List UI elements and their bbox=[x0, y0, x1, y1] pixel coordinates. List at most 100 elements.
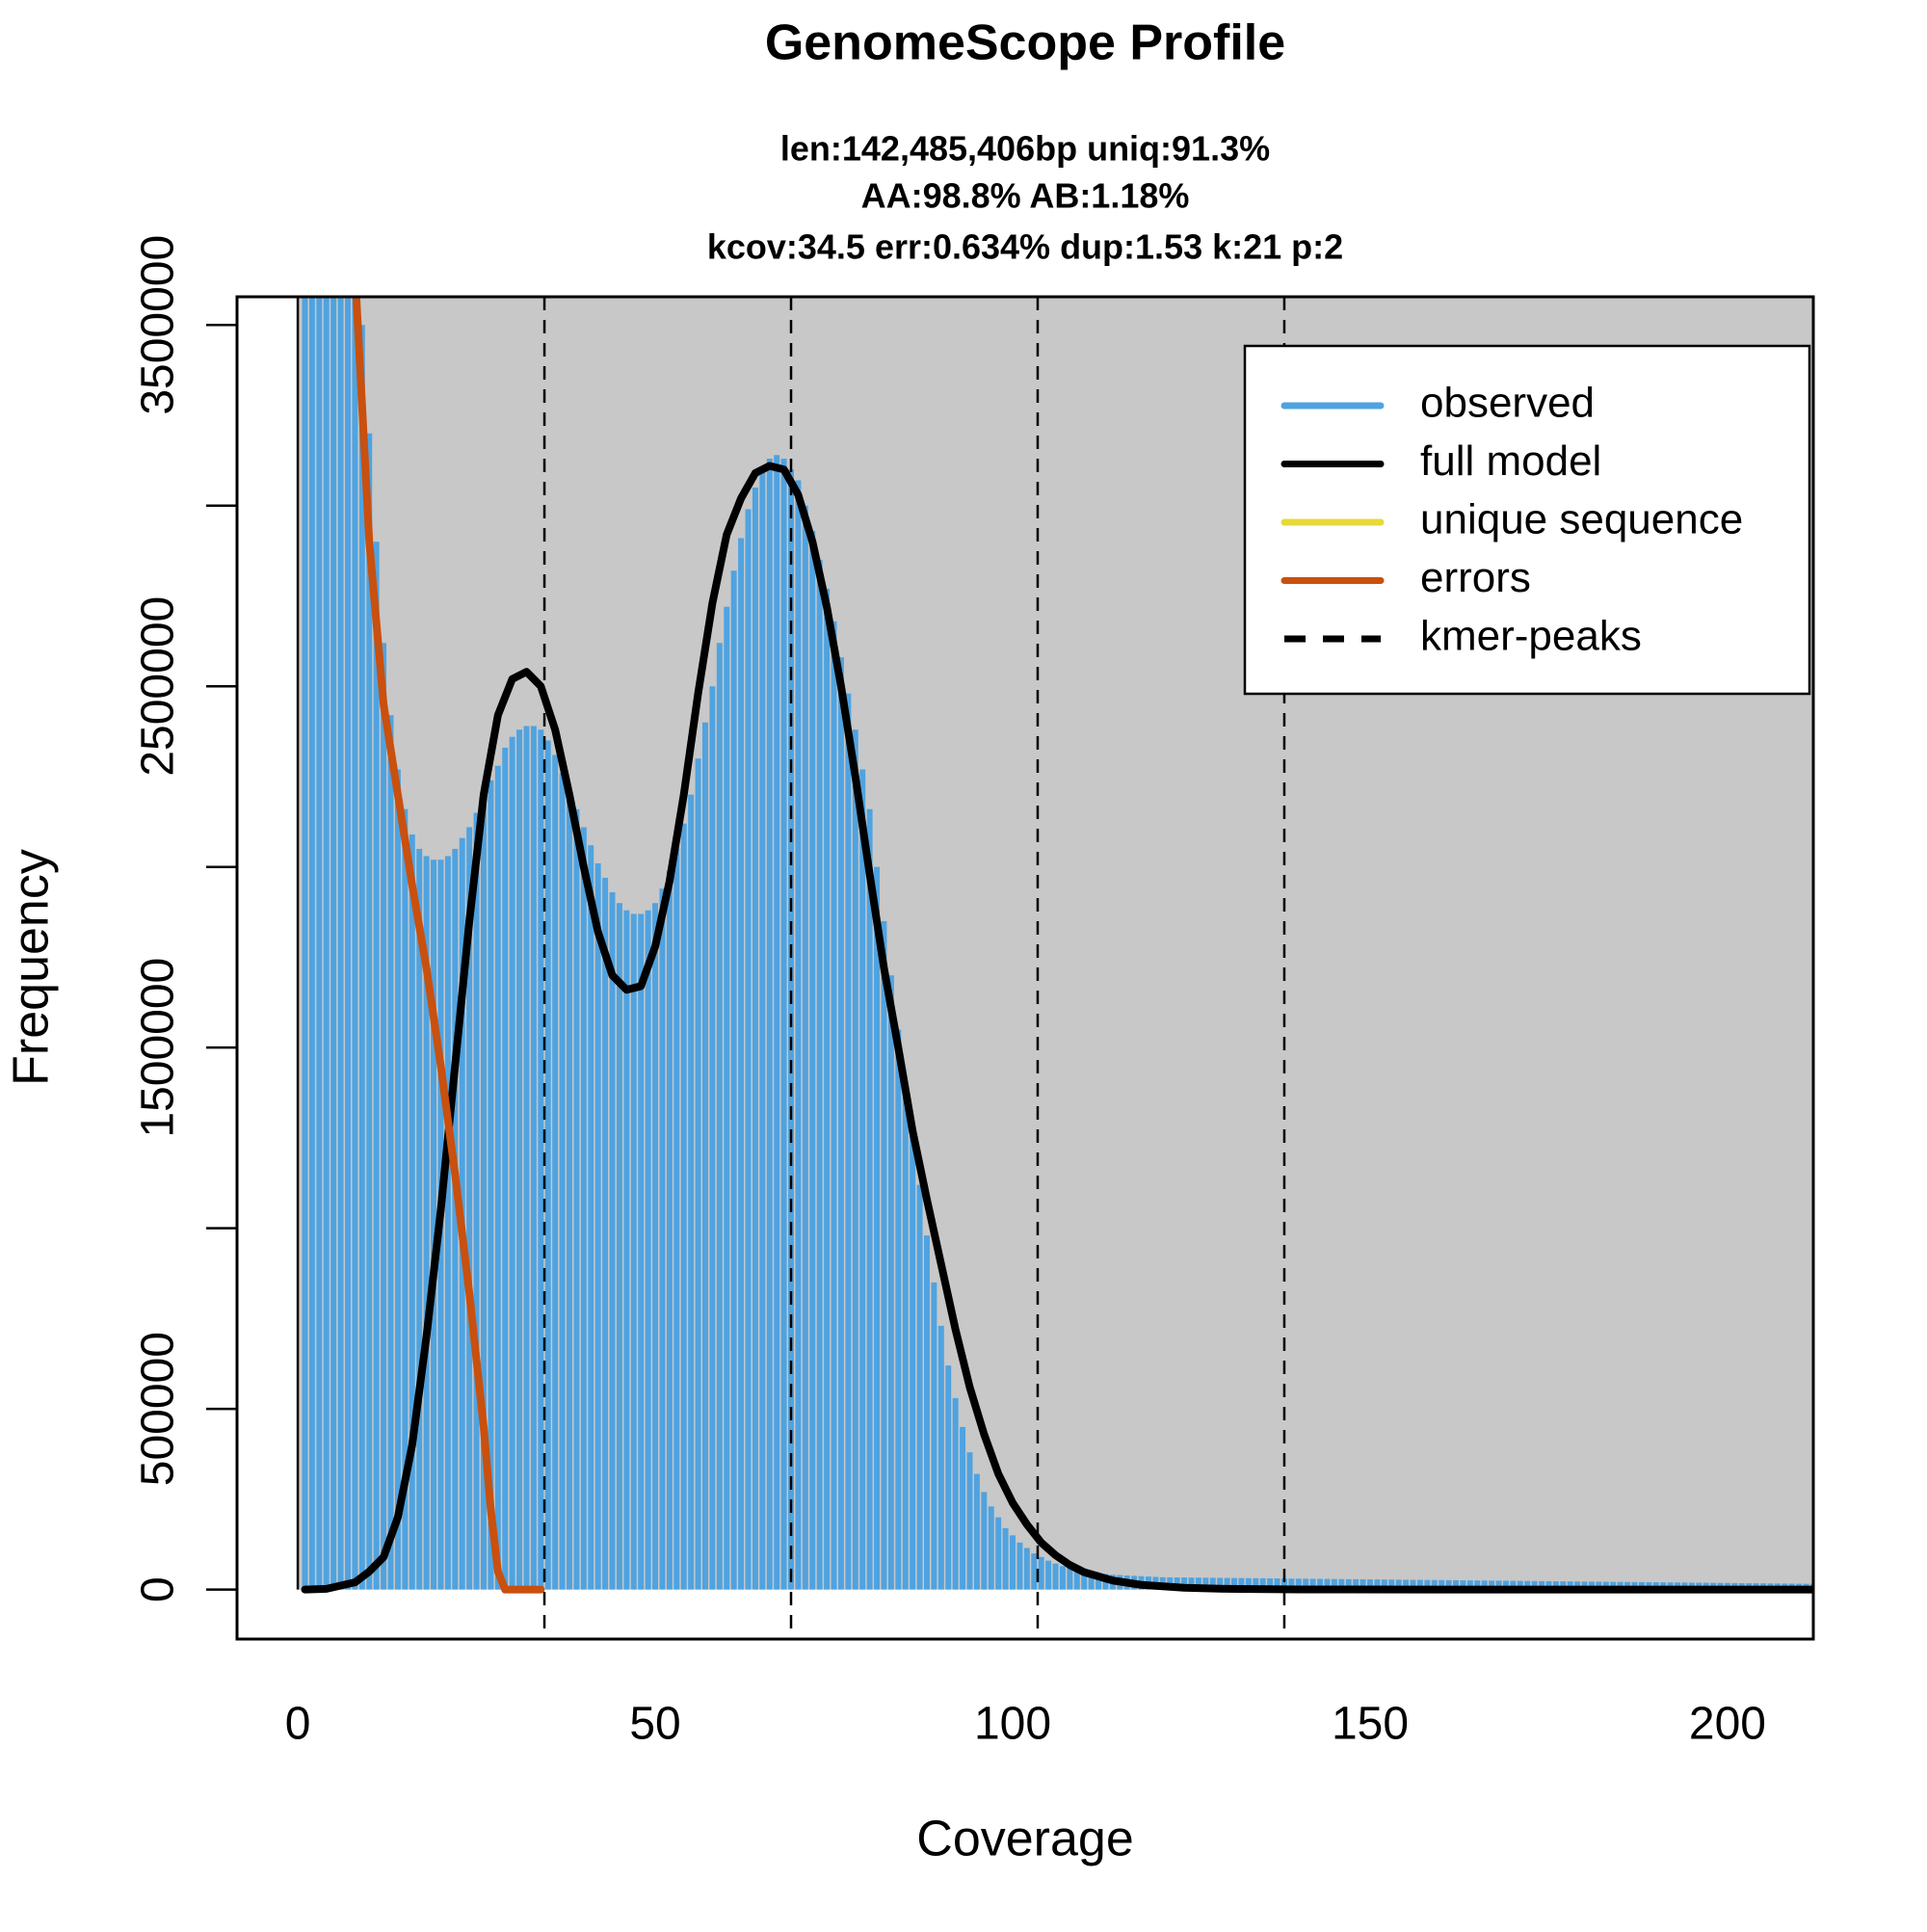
bar bbox=[423, 856, 430, 1590]
bar bbox=[552, 754, 559, 1590]
bar bbox=[452, 848, 459, 1590]
bar bbox=[1589, 1581, 1595, 1590]
legend-label: kmer-peaks bbox=[1420, 613, 1642, 660]
bar bbox=[716, 643, 723, 1590]
bar bbox=[373, 542, 380, 1590]
bar bbox=[1502, 1580, 1509, 1590]
bar bbox=[1574, 1581, 1581, 1590]
bar bbox=[580, 827, 587, 1590]
bar bbox=[788, 469, 794, 1590]
bar bbox=[1460, 1580, 1466, 1590]
legend-label: unique sequence bbox=[1420, 496, 1743, 543]
bar bbox=[1510, 1580, 1517, 1590]
bar bbox=[1031, 1553, 1038, 1590]
bar bbox=[1188, 1577, 1195, 1590]
bar bbox=[766, 458, 773, 1590]
bar bbox=[845, 693, 852, 1590]
bar bbox=[774, 455, 780, 1590]
bar bbox=[523, 726, 530, 1590]
bar bbox=[724, 606, 730, 1590]
bar bbox=[1495, 1580, 1502, 1590]
bar bbox=[330, 297, 337, 1590]
bar bbox=[759, 469, 766, 1590]
bar bbox=[402, 808, 409, 1590]
bar bbox=[1552, 1581, 1559, 1590]
bar bbox=[910, 1134, 916, 1590]
bar bbox=[623, 910, 630, 1590]
bar bbox=[1453, 1579, 1459, 1590]
bar bbox=[1267, 1578, 1274, 1590]
bar bbox=[630, 913, 637, 1590]
bar bbox=[1610, 1581, 1617, 1590]
bar bbox=[1403, 1579, 1410, 1590]
bar bbox=[981, 1492, 988, 1590]
bar bbox=[1253, 1577, 1259, 1590]
bar bbox=[673, 848, 680, 1590]
bar bbox=[937, 1325, 944, 1590]
bar bbox=[1474, 1580, 1481, 1590]
bar bbox=[1224, 1577, 1230, 1590]
bar bbox=[1217, 1577, 1224, 1590]
bar bbox=[924, 1235, 930, 1590]
plot-frame bbox=[235, 295, 1815, 1641]
bar bbox=[494, 765, 501, 1590]
bar bbox=[709, 686, 716, 1590]
bar bbox=[366, 433, 373, 1590]
legend-label: observed bbox=[1420, 380, 1595, 427]
y-tick-label: 500000 bbox=[133, 1332, 184, 1486]
bar bbox=[573, 808, 580, 1590]
bar bbox=[1338, 1578, 1345, 1590]
bar bbox=[602, 877, 609, 1590]
bar bbox=[302, 297, 308, 1590]
bar bbox=[995, 1517, 1002, 1590]
bar bbox=[1524, 1580, 1531, 1590]
bar bbox=[1067, 1568, 1073, 1590]
bar bbox=[1202, 1577, 1209, 1590]
legend-label: full model bbox=[1420, 437, 1601, 485]
bar bbox=[1517, 1580, 1523, 1590]
bar bbox=[345, 297, 351, 1590]
bar bbox=[1445, 1579, 1452, 1590]
bar bbox=[960, 1426, 966, 1590]
bar bbox=[795, 480, 802, 1590]
bar bbox=[1002, 1527, 1009, 1590]
bar bbox=[973, 1473, 980, 1590]
bar bbox=[638, 913, 645, 1590]
bar bbox=[609, 891, 616, 1590]
bar bbox=[1596, 1581, 1602, 1590]
bar bbox=[702, 722, 708, 1590]
bar bbox=[1081, 1571, 1088, 1590]
bar bbox=[738, 538, 745, 1590]
legend-label: errors bbox=[1420, 554, 1531, 601]
bar bbox=[1295, 1578, 1302, 1590]
bar bbox=[852, 729, 858, 1590]
bar bbox=[988, 1506, 994, 1590]
bar bbox=[1259, 1577, 1266, 1590]
bar bbox=[1088, 1573, 1095, 1590]
bar bbox=[559, 773, 566, 1590]
y-tick-label: 1500000 bbox=[133, 958, 184, 1138]
bar bbox=[1560, 1581, 1567, 1590]
bar bbox=[895, 1029, 902, 1590]
bar bbox=[1195, 1577, 1201, 1590]
bar bbox=[816, 559, 823, 1590]
bar bbox=[616, 903, 622, 1590]
line bbox=[301, 462, 1813, 1594]
bar bbox=[1280, 1578, 1287, 1590]
bar bbox=[1353, 1578, 1359, 1590]
bar bbox=[1045, 1560, 1052, 1590]
chart-title: GenomeScope Profile bbox=[765, 15, 1285, 71]
bar bbox=[809, 530, 816, 1590]
bar bbox=[337, 297, 344, 1590]
y-axis-label: Frequency bbox=[4, 849, 60, 1086]
bar bbox=[1309, 1578, 1316, 1590]
y-tick-label: 2500000 bbox=[133, 596, 184, 777]
bar bbox=[652, 903, 659, 1590]
subtitle: len:142,485,406bp uniq:91.3% bbox=[780, 129, 1270, 169]
bar bbox=[1010, 1535, 1016, 1590]
bar bbox=[381, 643, 387, 1590]
bar bbox=[588, 845, 594, 1590]
bar bbox=[695, 758, 701, 1590]
bar bbox=[1345, 1578, 1352, 1590]
bar bbox=[1531, 1580, 1538, 1590]
